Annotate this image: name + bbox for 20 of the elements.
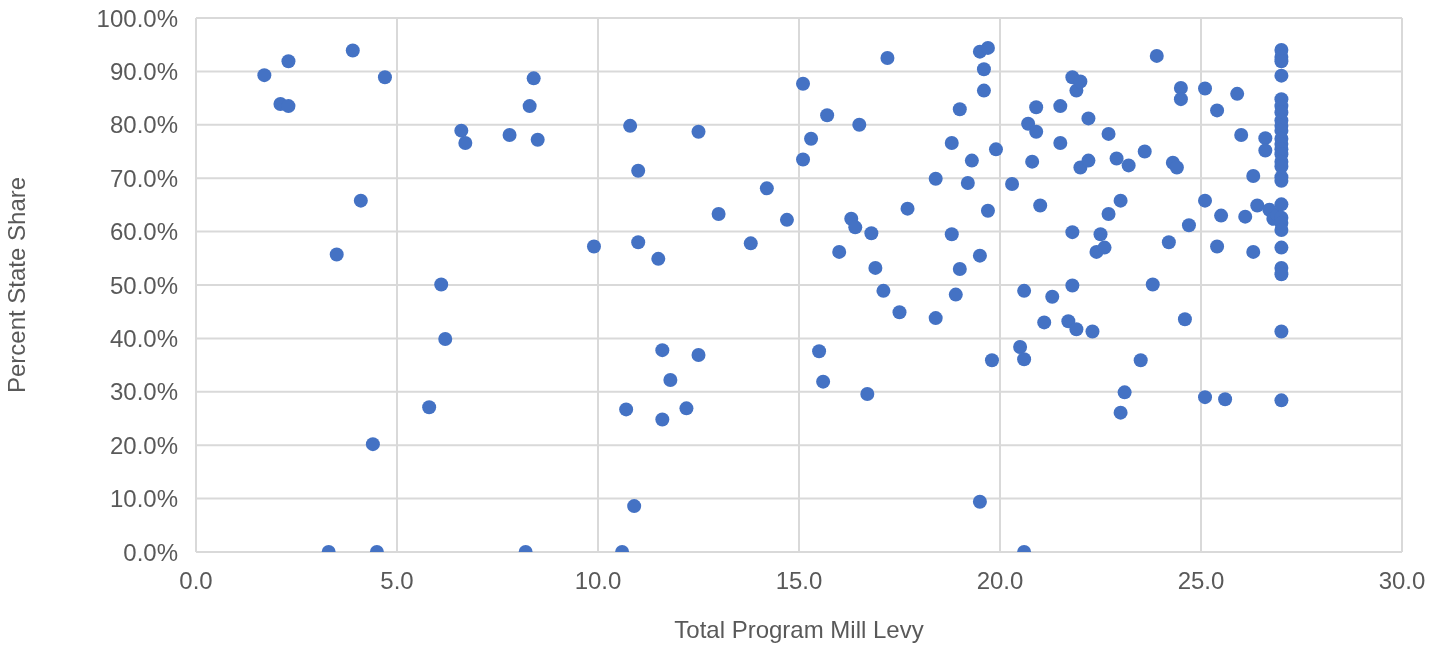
y-tick-label: 80.0% xyxy=(109,111,178,139)
y-tick-label: 20.0% xyxy=(109,431,178,459)
x-tick-label: 10.0 xyxy=(574,567,622,595)
y-axis-title: Percent State Share xyxy=(2,176,30,394)
x-tick-label: 25.0 xyxy=(1177,567,1225,595)
y-tick-label: 90.0% xyxy=(109,57,178,85)
y-tick-label: 50.0% xyxy=(109,271,178,299)
y-tick-label: 60.0% xyxy=(109,218,178,246)
x-tick-label: 15.0 xyxy=(775,567,823,595)
y-tick-label: 10.0% xyxy=(109,485,178,513)
y-tick-label: 100.0% xyxy=(96,4,178,32)
x-axis-title: Total Program Mill Levy xyxy=(674,616,924,643)
x-tick-label: 30.0 xyxy=(1378,567,1426,595)
x-tick-label: 0.0 xyxy=(179,567,213,595)
x-tick-label: 5.0 xyxy=(380,567,414,595)
y-tick-label: 30.0% xyxy=(109,378,178,406)
y-tick-label: 70.0% xyxy=(109,164,178,192)
x-tick-label: 20.0 xyxy=(976,567,1024,595)
y-tick-label: 0.0% xyxy=(123,538,178,566)
y-tick-label: 40.0% xyxy=(109,324,178,352)
